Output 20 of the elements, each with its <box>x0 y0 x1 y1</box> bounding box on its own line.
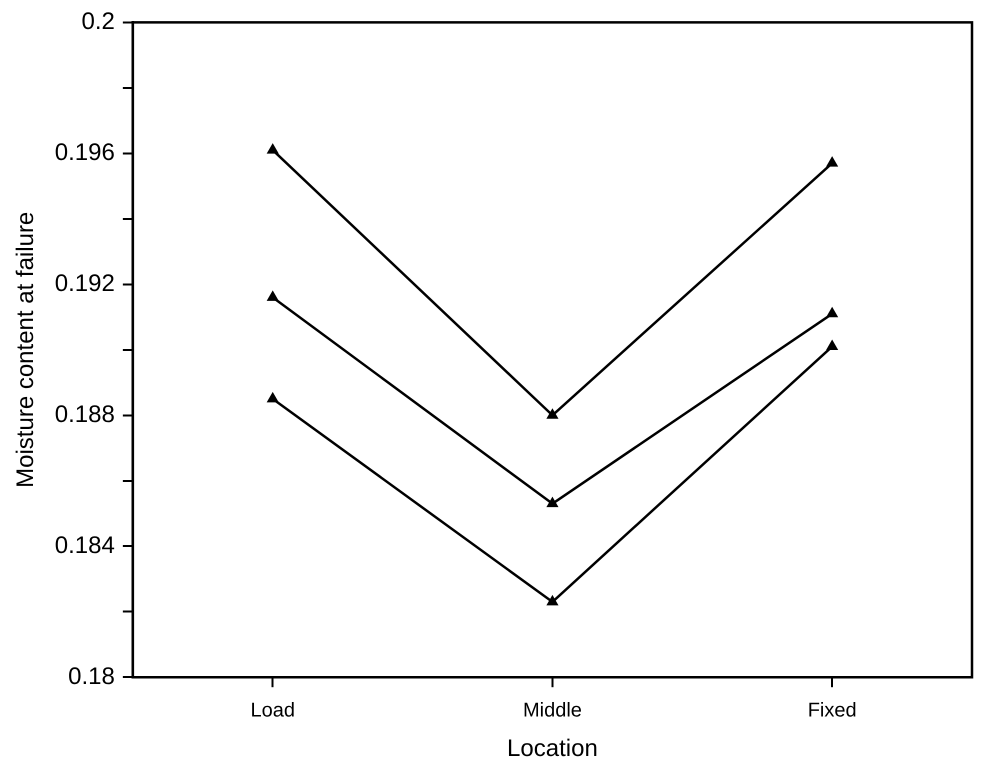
point <box>826 156 838 167</box>
point <box>546 594 558 606</box>
y-tick-label: 0.184 <box>54 532 115 559</box>
y-axis-title: Moisture content at failure <box>12 212 40 488</box>
y-tick-label: 0.188 <box>54 400 115 428</box>
y-tick-label: 0.192 <box>54 270 115 297</box>
x-axis-title: Location <box>507 735 598 762</box>
point <box>546 496 558 508</box>
x-tick-label: Fixed <box>808 700 857 722</box>
point <box>826 306 838 318</box>
x-tick-label: Load <box>250 700 295 722</box>
y-tick-label: 0.18 <box>68 662 115 690</box>
y-tick-label: 0.196 <box>54 138 115 166</box>
point <box>826 340 838 350</box>
point <box>266 392 279 402</box>
point <box>266 143 279 154</box>
point <box>266 290 279 301</box>
point <box>546 408 558 419</box>
x-tick-label: Middle <box>522 700 582 722</box>
y-tick-label: 0.2 <box>81 8 115 36</box>
